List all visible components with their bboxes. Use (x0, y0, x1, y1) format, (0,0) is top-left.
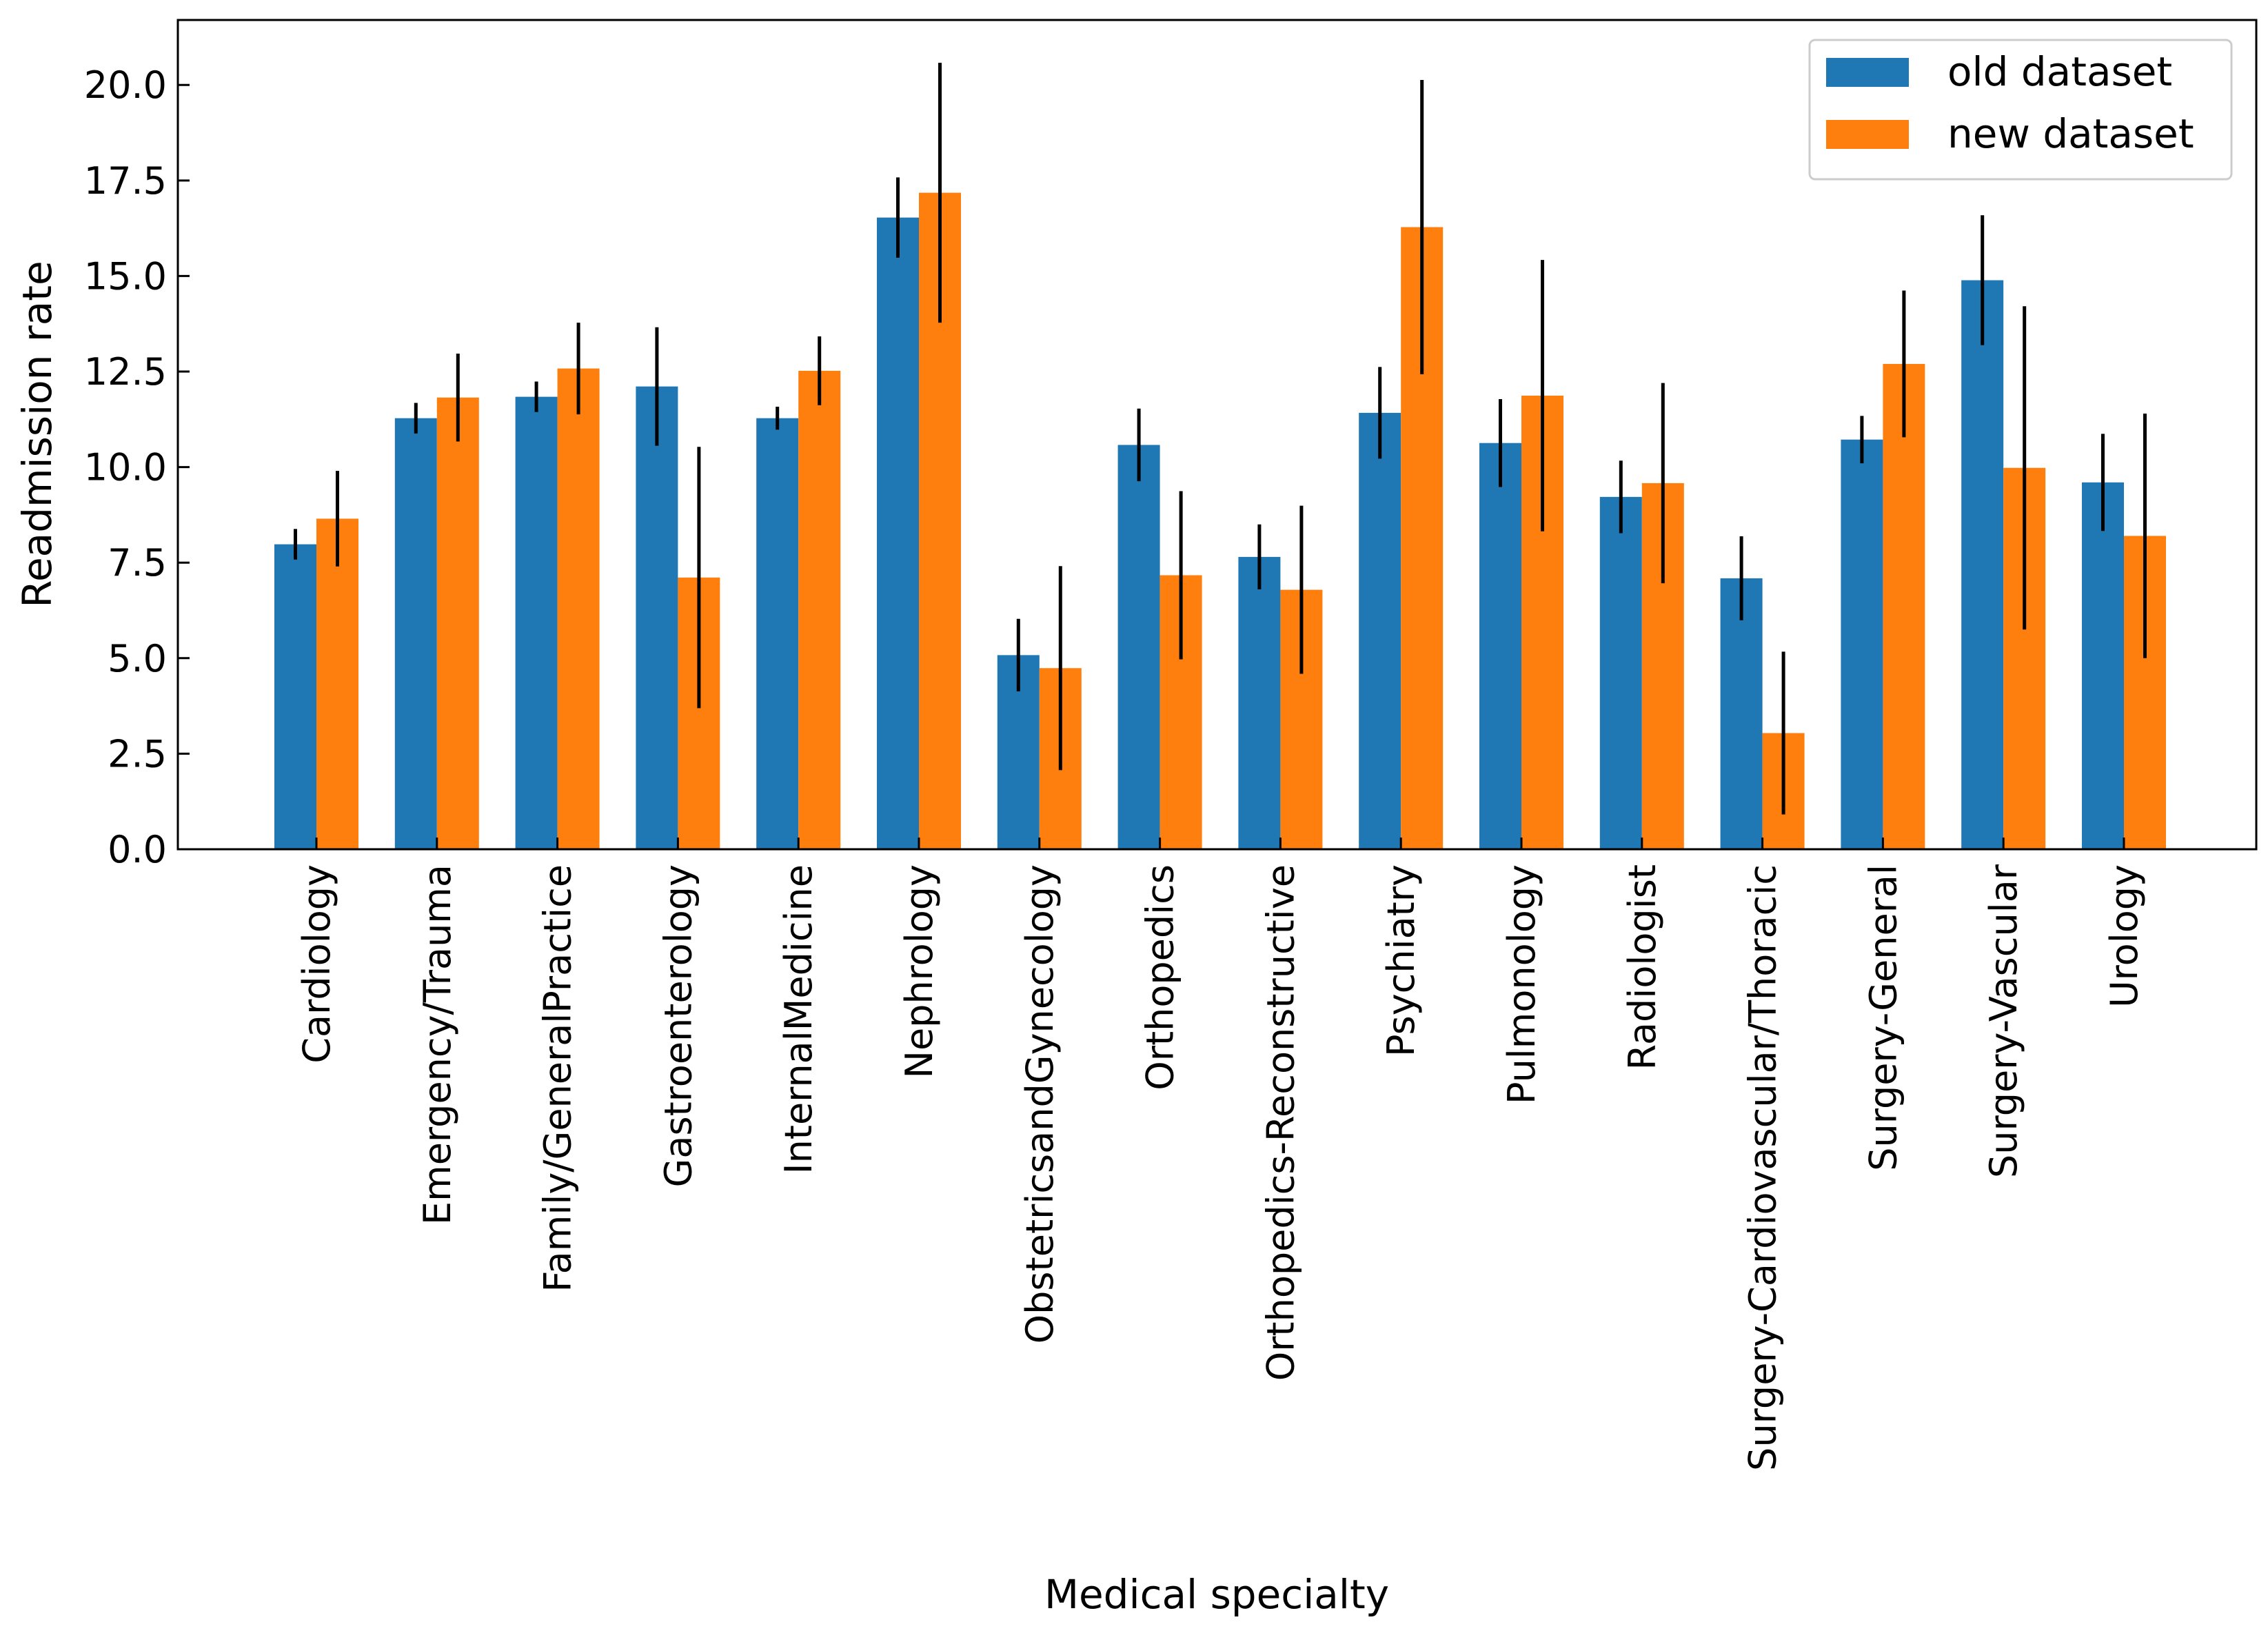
x-tick-label: Gastroenterology (656, 864, 700, 1187)
y-tick-label: 15.0 (84, 254, 167, 298)
x-axis-label: Medical specialty (1044, 1571, 1389, 1618)
bar (394, 418, 437, 849)
x-tick-label: ObstetricsandGynecology (1018, 864, 1062, 1343)
x-tick-label: Emergency/Trauma (416, 864, 459, 1225)
plot-frame (176, 19, 2258, 851)
y-tick-label: 7.5 (108, 541, 167, 585)
bar (1599, 496, 1642, 849)
bar (1359, 412, 1401, 849)
bar (274, 544, 316, 849)
x-tick-label: Psychiatry (1379, 864, 1423, 1057)
x-tick-label: Cardiology (295, 864, 338, 1064)
x-tick-label: Orthopedics-Reconstructive (1259, 864, 1302, 1381)
y-tick-label: 20.0 (84, 63, 167, 107)
x-tick-label: Radiologist (1621, 864, 1664, 1070)
bar (316, 518, 358, 849)
legend-swatch (1826, 58, 1909, 87)
y-tick-label: 2.5 (108, 732, 167, 775)
y-tick-label: 0.0 (108, 828, 167, 871)
bar (515, 396, 558, 849)
bar (1479, 443, 1521, 849)
bar (557, 368, 600, 849)
error-bars-layer (294, 63, 2147, 815)
bar (1117, 445, 1160, 849)
legend-swatch (1826, 120, 1909, 149)
bar (1883, 363, 1925, 849)
legend-box (1808, 39, 2233, 181)
y-tick-label: 17.5 (84, 159, 167, 203)
x-tick-label: Urology (2103, 864, 2146, 1008)
x-tick-label: Surgery-Cardiovascular/Thoracic (1741, 864, 1785, 1471)
legend-label: old dataset (1947, 48, 2172, 95)
y-axis-label: Readmission rate (14, 261, 61, 607)
bar (636, 386, 678, 849)
x-tick-label: Orthopedics (1139, 864, 1182, 1091)
y-tick-label: 10.0 (84, 446, 167, 489)
x-tick-label: Surgery-Vascular (1982, 864, 2025, 1178)
x-tick-label: Family/GeneralPractice (536, 864, 580, 1292)
x-tick-label: Surgery-General (1861, 864, 1905, 1171)
bars-layer (274, 192, 2166, 850)
x-tick-label: Nephrology (898, 864, 941, 1078)
x-tick-label: Pulmonology (1500, 864, 1543, 1104)
bar (436, 397, 479, 849)
bar (1720, 578, 1763, 849)
y-tick-label: 5.0 (108, 637, 167, 680)
x-tick-label: InternalMedicine (777, 864, 820, 1174)
legend-label: new dataset (1947, 110, 2194, 157)
legend: old dataset new dataset (1808, 39, 2233, 181)
bar (1841, 439, 1883, 849)
y-tick-label: 12.5 (84, 350, 167, 394)
bar (1238, 556, 1281, 849)
bar (798, 370, 841, 849)
bar (1961, 280, 2004, 849)
bar (756, 418, 799, 849)
y-axis: 0.0 2.5 5.0 7.5 10.0 12.5 15.0 17.5 20.0 (84, 63, 190, 871)
bar (877, 217, 919, 849)
x-axis: Cardiology Emergency/Trauma Family/General… (295, 838, 2146, 1471)
bar (2082, 482, 2124, 849)
